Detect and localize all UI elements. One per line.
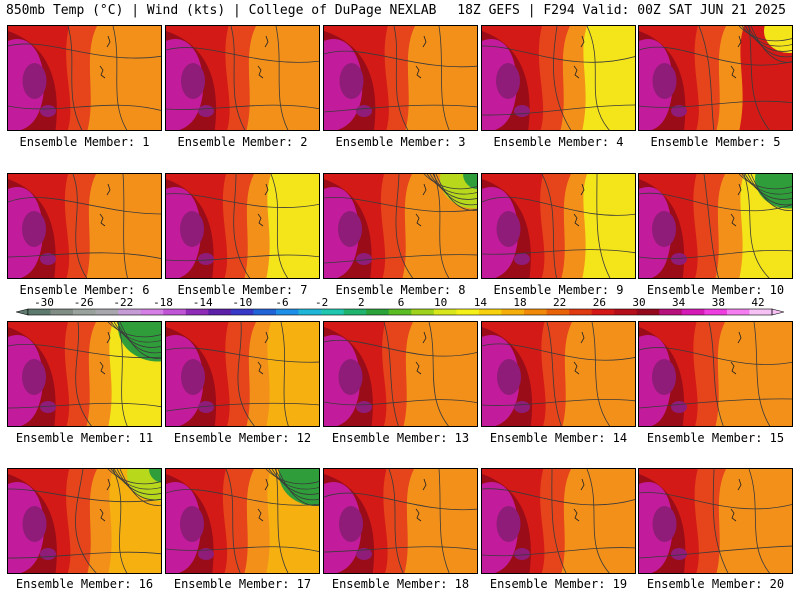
ensemble-member-map-6 (7, 173, 162, 279)
colorbar-tick-label: 2 (358, 296, 365, 309)
colorbar-swatch (253, 309, 277, 315)
colorbar-swatch (50, 309, 74, 315)
colorbar-swatch (298, 309, 322, 315)
ensemble-member-map-16 (7, 468, 162, 574)
ensemble-member-label-11: Ensemble Member: 11 (15, 431, 154, 445)
colorbar-swatch (343, 309, 367, 315)
colorbar-swatch (569, 309, 592, 315)
colorbar-swatch (140, 309, 164, 315)
colorbar-min-arrow (16, 308, 29, 316)
colorbar-tick-label: 6 (398, 296, 405, 309)
colorbar-tick-label: 10 (434, 296, 447, 309)
colorbar-tick-label: -26 (74, 296, 94, 309)
colorbar-tick-label: 22 (553, 296, 566, 309)
ensemble-member-map-17 (165, 468, 320, 574)
colorbar-swatch (478, 309, 502, 315)
colorbar-swatch (411, 309, 435, 315)
colorbar-swatch (28, 309, 51, 315)
colorbar-tick-label: 18 (513, 296, 526, 309)
ensemble-member-map-4 (481, 25, 636, 131)
temperature-colorbar: -30 -26 -22 -18 -14 -10 -6 -2 2 6 10 14 18 22 26 30 34 38… (16, 296, 784, 316)
colorbar-swatch (388, 309, 412, 315)
ensemble-member-label-6: Ensemble Member: 6 (19, 283, 150, 297)
colorbar-swatch (118, 309, 142, 315)
colorbar-swatch (366, 309, 390, 315)
colorbar-swatch (546, 309, 570, 315)
ensemble-member-map-15 (638, 321, 793, 427)
colorbar-tick-label: -14 (193, 296, 213, 309)
ensemble-member-label-15: Ensemble Member: 15 (646, 431, 785, 445)
ensemble-member-map-14 (481, 321, 636, 427)
colorbar-swatch (614, 309, 638, 315)
ensemble-member-map-1 (7, 25, 162, 131)
ensemble-member-label-10: Ensemble Member: 10 (646, 283, 785, 297)
ensemble-member-label-14: Ensemble Member: 14 (489, 431, 628, 445)
ensemble-member-label-20: Ensemble Member: 20 (646, 577, 785, 591)
colorbar-tick-label: 34 (672, 296, 686, 309)
ensemble-member-label-4: Ensemble Member: 4 (493, 135, 624, 149)
colorbar-swatch (321, 309, 344, 315)
ensemble-member-map-5 (638, 25, 793, 131)
header-title: 850mb Temp (°C) | Wind (kts) | College o… (6, 3, 437, 18)
colorbar-tick-label: -10 (232, 296, 252, 309)
ensemble-member-label-2: Ensemble Member: 2 (177, 135, 308, 149)
header-run-info: 18Z GEFS | F294 Valid: 00Z SAT JUN 21 20… (457, 3, 786, 18)
colorbar-swatch (681, 309, 705, 315)
ensemble-member-label-7: Ensemble Member: 7 (177, 283, 308, 297)
colorbar-tick-label: -30 (34, 296, 54, 309)
colorbar-max-arrow (771, 308, 784, 316)
ensemble-member-map-12 (165, 321, 320, 427)
colorbar-swatch (659, 309, 683, 315)
colorbar-tick-label: -18 (153, 296, 173, 309)
ensemble-member-map-13 (323, 321, 478, 427)
colorbar-swatch (433, 309, 457, 315)
ensemble-member-label-19: Ensemble Member: 19 (489, 577, 628, 591)
colorbar-swatch (276, 309, 299, 315)
colorbar-swatch (704, 309, 728, 315)
ensemble-member-map-19 (481, 468, 636, 574)
colorbar-swatch (524, 309, 547, 315)
colorbar-tick-label: 14 (474, 296, 488, 309)
colorbar-swatch (726, 309, 750, 315)
ensemble-member-map-11 (7, 321, 162, 427)
colorbar-swatch (591, 309, 615, 315)
colorbar-swatch (185, 309, 209, 315)
ensemble-member-map-2 (165, 25, 320, 131)
ensemble-member-label-13: Ensemble Member: 13 (331, 431, 470, 445)
ensemble-member-label-16: Ensemble Member: 16 (15, 577, 154, 591)
ensemble-member-label-17: Ensemble Member: 17 (173, 577, 312, 591)
ensemble-member-map-18 (323, 468, 478, 574)
colorbar-tick-label: -6 (275, 296, 288, 309)
ensemble-member-label-18: Ensemble Member: 18 (331, 577, 470, 591)
colorbar-swatch (749, 309, 773, 315)
ensemble-member-map-7 (165, 173, 320, 279)
colorbar-swatch (95, 309, 119, 315)
ensemble-member-label-3: Ensemble Member: 3 (335, 135, 466, 149)
colorbar-tick-label: 38 (712, 296, 725, 309)
ensemble-member-map-10 (638, 173, 793, 279)
colorbar-tick-label: 42 (751, 296, 764, 309)
ensemble-member-label-1: Ensemble Member: 1 (19, 135, 150, 149)
ensemble-member-map-20 (638, 468, 793, 574)
colorbar-swatch (230, 309, 254, 315)
ensemble-member-label-5: Ensemble Member: 5 (650, 135, 781, 149)
colorbar-swatch (636, 309, 660, 315)
ensemble-member-label-9: Ensemble Member: 9 (493, 283, 624, 297)
colorbar-swatch (208, 309, 232, 315)
ensemble-member-map-8 (323, 173, 478, 279)
colorbar-tick-label: 30 (632, 296, 645, 309)
ensemble-member-label-8: Ensemble Member: 8 (335, 283, 466, 297)
colorbar-swatch (456, 309, 480, 315)
ensemble-member-map-9 (481, 173, 636, 279)
colorbar-tick-label: -22 (113, 296, 133, 309)
colorbar-swatch (163, 309, 187, 315)
colorbar-swatch (73, 309, 96, 315)
ensemble-member-label-12: Ensemble Member: 12 (173, 431, 312, 445)
ensemble-member-map-3 (323, 25, 478, 131)
colorbar-tick-label: 26 (593, 296, 606, 309)
colorbar-swatch (501, 309, 525, 315)
colorbar-tick-label: -2 (315, 296, 328, 309)
